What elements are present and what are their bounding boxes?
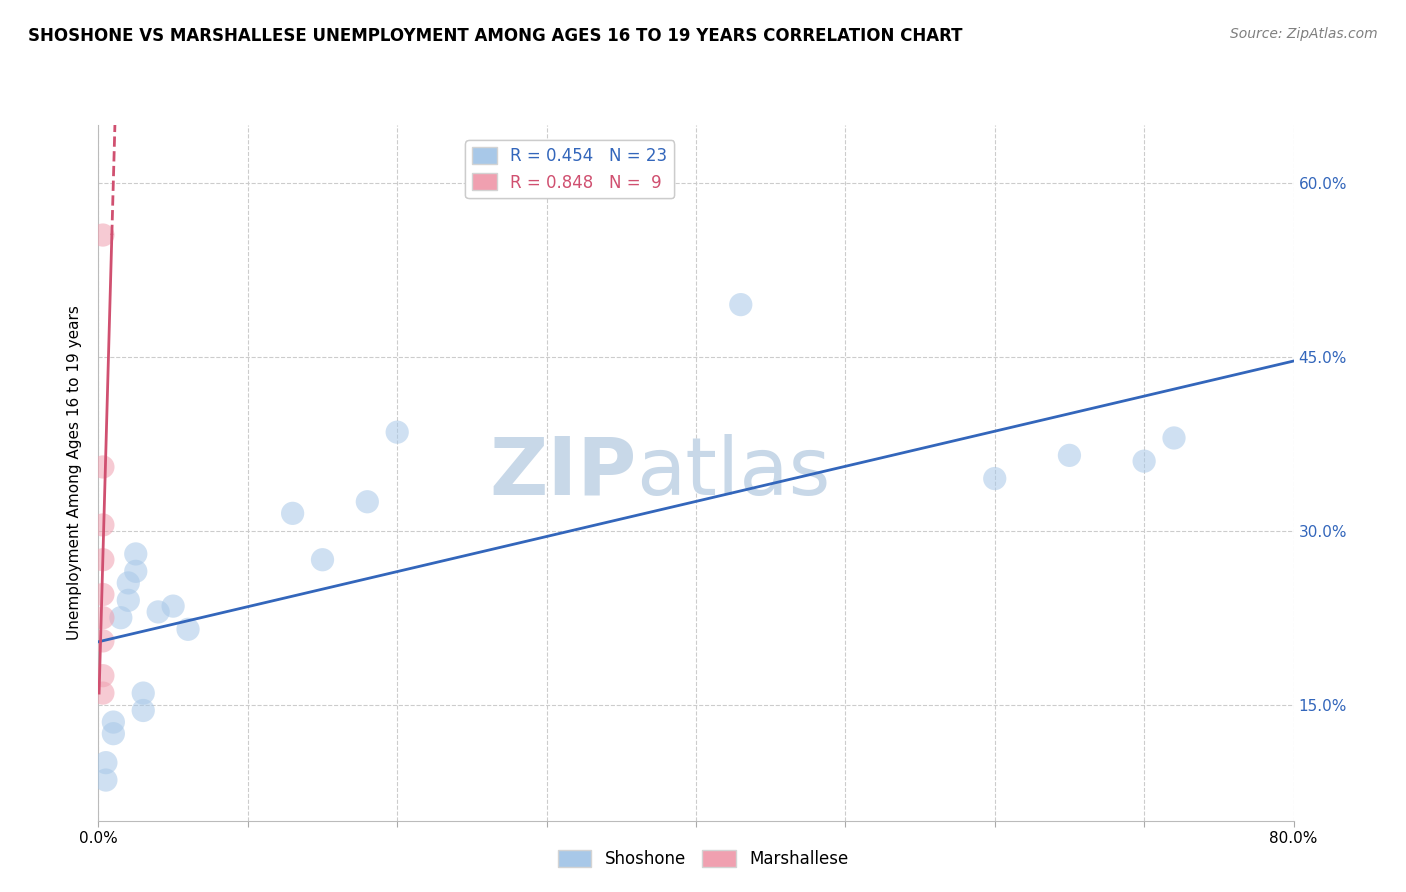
Point bbox=[281, 506, 304, 520]
Point bbox=[91, 460, 114, 475]
Point bbox=[984, 471, 1007, 485]
Point bbox=[356, 494, 378, 508]
Point bbox=[1059, 448, 1081, 462]
Point bbox=[117, 576, 139, 591]
Point bbox=[91, 610, 114, 624]
Point bbox=[91, 669, 114, 683]
Legend: R = 0.454   N = 23, R = 0.848   N =  9: R = 0.454 N = 23, R = 0.848 N = 9 bbox=[465, 140, 673, 198]
Point bbox=[1163, 431, 1185, 445]
Point bbox=[94, 772, 117, 788]
Point bbox=[125, 547, 148, 561]
Point bbox=[103, 726, 125, 740]
Point bbox=[91, 633, 114, 648]
Point bbox=[91, 552, 114, 567]
Text: SHOSHONE VS MARSHALLESE UNEMPLOYMENT AMONG AGES 16 TO 19 YEARS CORRELATION CHART: SHOSHONE VS MARSHALLESE UNEMPLOYMENT AMO… bbox=[28, 27, 963, 45]
Legend: Shoshone, Marshallese: Shoshone, Marshallese bbox=[551, 843, 855, 875]
Text: ZIP: ZIP bbox=[489, 434, 637, 512]
Point bbox=[1133, 454, 1156, 468]
Point bbox=[311, 552, 333, 567]
Y-axis label: Unemployment Among Ages 16 to 19 years: Unemployment Among Ages 16 to 19 years bbox=[67, 305, 83, 640]
Text: atlas: atlas bbox=[637, 434, 831, 512]
Point bbox=[103, 715, 125, 730]
Point bbox=[148, 605, 170, 619]
Point bbox=[132, 703, 155, 717]
Text: Source: ZipAtlas.com: Source: ZipAtlas.com bbox=[1230, 27, 1378, 41]
Point bbox=[125, 564, 148, 578]
Point bbox=[110, 610, 132, 624]
Point bbox=[132, 686, 155, 700]
Point bbox=[91, 587, 114, 601]
Point bbox=[91, 517, 114, 532]
Point bbox=[162, 599, 184, 614]
Point bbox=[91, 227, 114, 242]
Point bbox=[177, 623, 200, 637]
Point bbox=[117, 593, 139, 607]
Point bbox=[94, 756, 117, 770]
Point bbox=[91, 686, 114, 700]
Point bbox=[730, 297, 752, 311]
Point bbox=[385, 425, 409, 439]
